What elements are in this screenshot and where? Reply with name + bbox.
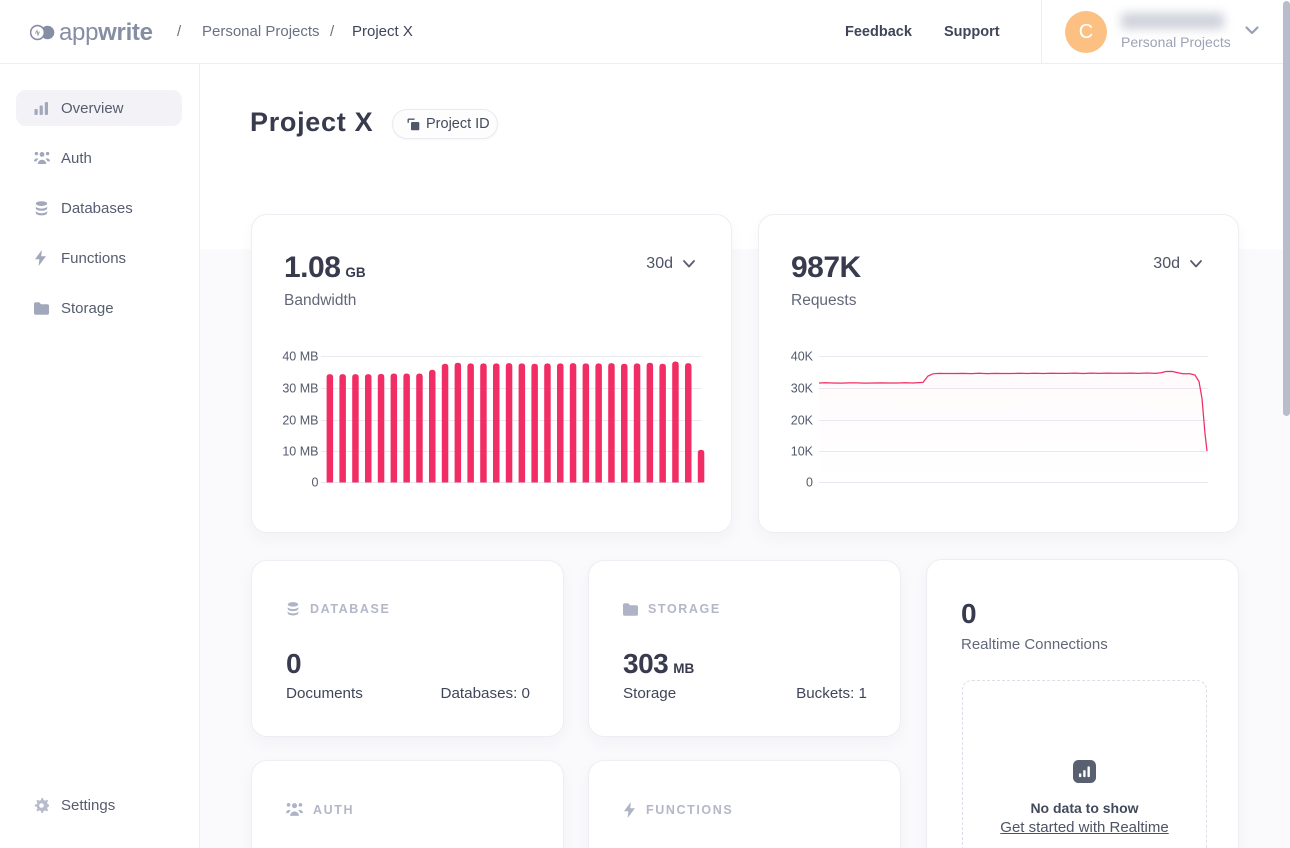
svg-text:20K: 20K <box>791 414 814 428</box>
svg-text:30K: 30K <box>791 382 814 396</box>
svg-text:10K: 10K <box>791 445 814 459</box>
svg-text:40K: 40K <box>791 350 814 364</box>
svg-text:0: 0 <box>312 476 319 490</box>
svg-text:0: 0 <box>806 476 813 490</box>
svg-text:30 MB: 30 MB <box>282 382 318 396</box>
svg-text:20 MB: 20 MB <box>282 414 318 428</box>
svg-text:10 MB: 10 MB <box>282 445 318 459</box>
svg-text:40 MB: 40 MB <box>282 350 318 364</box>
